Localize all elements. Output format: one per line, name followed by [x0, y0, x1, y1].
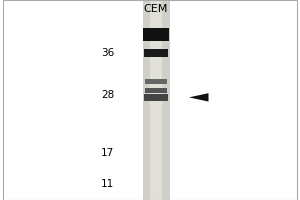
Bar [142, 0, 170, 200]
Bar [145, 88, 167, 93]
Text: 17: 17 [101, 148, 114, 158]
Text: 28: 28 [101, 90, 114, 100]
Polygon shape [189, 93, 208, 102]
Bar [145, 49, 167, 57]
Text: 11: 11 [101, 179, 114, 189]
Bar [145, 94, 167, 101]
Bar [3, 0, 297, 200]
Bar [145, 79, 167, 84]
Bar [150, 0, 162, 200]
Bar [143, 28, 169, 41]
Text: CEM: CEM [144, 4, 168, 14]
Text: 36: 36 [101, 48, 114, 58]
